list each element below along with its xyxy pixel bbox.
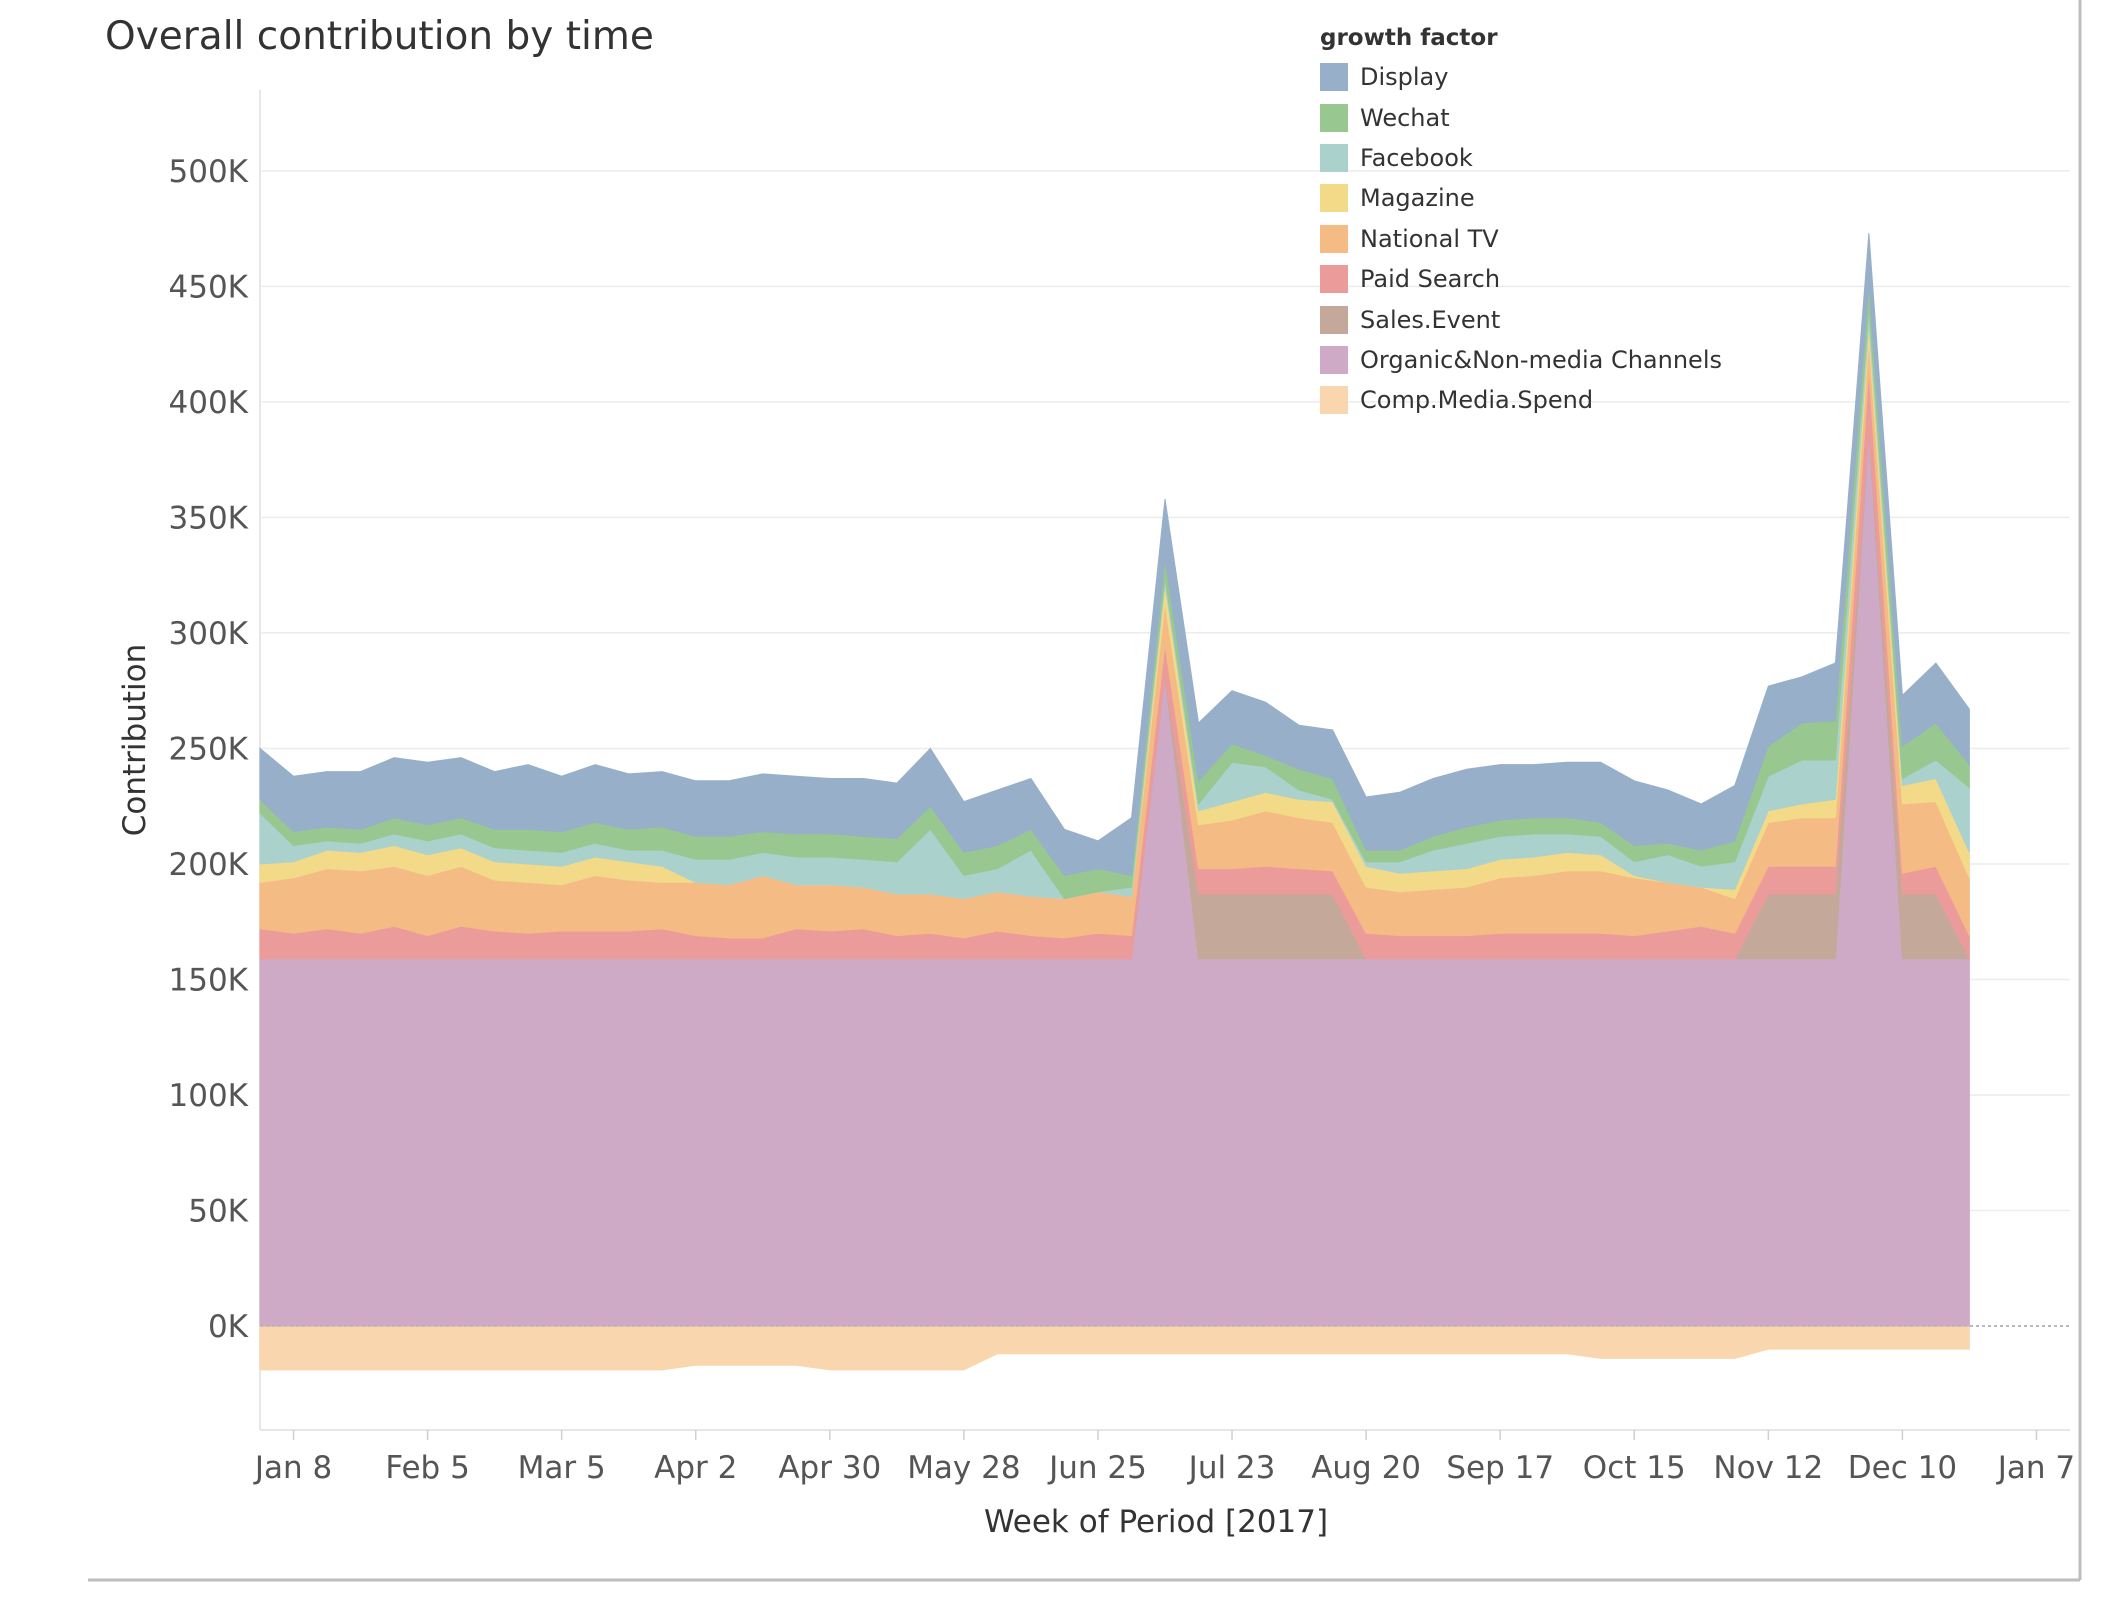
legend-item: Magazine xyxy=(1320,178,1722,218)
x-tick-label: May 28 xyxy=(907,1450,1020,1486)
legend-label: Organic&Non-media Channels xyxy=(1360,345,1722,374)
legend-label: Facebook xyxy=(1360,143,1473,172)
legend-item: Wechat xyxy=(1320,97,1722,137)
y-tick-label: 350K xyxy=(169,500,249,536)
legend-item: Organic&Non-media Channels xyxy=(1320,340,1722,380)
x-tick-label: Nov 12 xyxy=(1713,1450,1823,1486)
x-tick-label: Jul 23 xyxy=(1187,1450,1276,1486)
legend-label: Paid Search xyxy=(1360,265,1501,294)
legend-item: Comp.Media.Spend xyxy=(1320,380,1722,420)
x-tick-label: Jan 7 xyxy=(1996,1450,2075,1486)
x-tick-label: Dec 10 xyxy=(1848,1450,1957,1486)
legend-item: National TV xyxy=(1320,219,1722,259)
area-layer xyxy=(259,233,2070,1371)
legend-items: Display Wechat Facebook Magazine National TV… xyxy=(1320,57,1722,421)
x-tick-label: Apr 2 xyxy=(654,1450,737,1486)
legend-item: Sales.Event xyxy=(1320,299,1722,339)
x-tick-label: Jan 8 xyxy=(253,1450,332,1486)
y-tick-label: 300K xyxy=(169,616,249,652)
area-display xyxy=(259,233,1970,877)
y-tick-label: 0K xyxy=(208,1309,249,1345)
x-tick-label: Aug 20 xyxy=(1311,1450,1421,1486)
x-tick-label: Jun 25 xyxy=(1047,1450,1147,1486)
x-tick-label: Apr 30 xyxy=(778,1450,881,1486)
y-tick-label: 450K xyxy=(169,269,249,305)
y-tick-label: 100K xyxy=(169,1078,249,1114)
legend-item: Facebook xyxy=(1320,138,1722,178)
legend-title: growth factor xyxy=(1320,25,1498,51)
area-comp-media-spend xyxy=(259,1325,1970,1371)
legend-swatch xyxy=(1320,63,1348,92)
y-tick-label: 400K xyxy=(169,385,249,421)
legend: growth factor Display Wechat Facebook Magaz… xyxy=(1320,25,1722,421)
legend-label: Wechat xyxy=(1360,103,1450,132)
chart-title: Overall contribution by time xyxy=(105,14,654,59)
y-tick-label: 150K xyxy=(169,962,249,998)
legend-swatch xyxy=(1320,224,1348,253)
legend-item: Paid Search xyxy=(1320,259,1722,299)
legend-item: Display xyxy=(1320,57,1722,97)
legend-label: Sales.Event xyxy=(1360,305,1501,334)
legend-swatch xyxy=(1320,143,1348,172)
legend-label: National TV xyxy=(1360,224,1499,253)
axes: 0K 50K 100K 150K 200K 250K 300K 350K 400K 450K 500… xyxy=(169,154,2076,1486)
legend-label: Display xyxy=(1360,63,1449,92)
y-tick-label: 250K xyxy=(169,731,249,767)
y-axis-title: Contribution xyxy=(117,644,153,836)
legend-swatch xyxy=(1320,305,1348,334)
x-tick-label: Mar 5 xyxy=(518,1450,606,1486)
legend-label: Magazine xyxy=(1360,184,1475,213)
legend-swatch xyxy=(1320,386,1348,415)
y-tick-label: 200K xyxy=(169,847,249,883)
legend-swatch xyxy=(1320,265,1348,294)
legend-swatch xyxy=(1320,103,1348,132)
y-tick-label: 500K xyxy=(169,154,249,190)
legend-swatch xyxy=(1320,184,1348,213)
x-tick-label: Sep 17 xyxy=(1446,1450,1554,1486)
x-axis-title: Week of Period [2017] xyxy=(984,1504,1328,1540)
x-tick-label: Oct 15 xyxy=(1583,1450,1686,1486)
legend-swatch xyxy=(1320,345,1348,374)
x-tick-label: Feb 5 xyxy=(385,1450,469,1486)
legend-label: Comp.Media.Spend xyxy=(1360,386,1594,415)
y-tick-label: 50K xyxy=(188,1194,248,1230)
